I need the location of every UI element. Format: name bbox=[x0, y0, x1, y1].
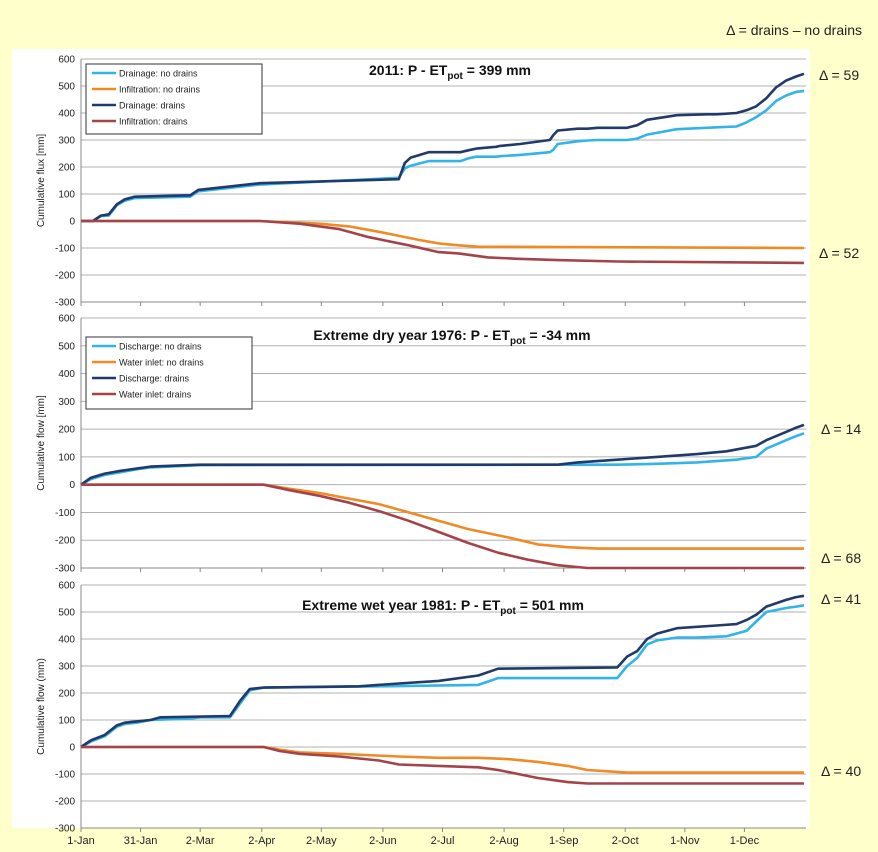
x-tick-label: 1-Jan bbox=[67, 835, 95, 847]
y-tick-label: 0 bbox=[69, 217, 75, 228]
x-tick-label: 2-May bbox=[306, 835, 337, 847]
y-tick-label: 200 bbox=[58, 163, 75, 174]
chart-title: Extreme wet year 1981: P - ETpot = 501 m… bbox=[302, 597, 584, 617]
x-tick-label: 31-Jan bbox=[124, 835, 158, 847]
title-subscript: pot bbox=[510, 336, 526, 347]
y-tick-label: -200 bbox=[55, 271, 75, 282]
delta-definition: Δ = drains – no drains bbox=[726, 22, 862, 38]
y-tick-label: 0 bbox=[69, 743, 75, 754]
y-tick-label: 600 bbox=[58, 581, 75, 592]
y-tick-label: 500 bbox=[58, 341, 75, 352]
x-tick-label: 2-Mar bbox=[186, 835, 215, 847]
series-line bbox=[81, 72, 805, 223]
legend-label: Water inlet: drains bbox=[119, 390, 192, 400]
x-tick-label: 1-Dec bbox=[730, 835, 760, 847]
delta-annotation: Δ = 68 bbox=[821, 550, 861, 566]
x-tick-label: 2-Jul bbox=[431, 835, 455, 847]
title-text: 2011: P - ET bbox=[369, 62, 448, 78]
series-line bbox=[81, 219, 805, 265]
legend-box bbox=[85, 63, 263, 135]
title-text: Extreme wet year 1981: P - ET bbox=[302, 597, 501, 613]
title-subscript: pot bbox=[500, 606, 516, 617]
x-tick-label: 2-Apr bbox=[248, 835, 275, 847]
charts-group: 600 500 400 300 200 100 0 -100 -200 -300 Cumulativ… bbox=[36, 55, 861, 848]
delta-annotation: Δ = 41 bbox=[821, 591, 861, 607]
delta-annotation: Δ = 59 bbox=[819, 67, 859, 83]
series-line bbox=[81, 483, 804, 570]
series-line bbox=[81, 745, 804, 785]
title-text: = 399 mm bbox=[463, 62, 531, 78]
chart-title: 2011: P - ETpot = 399 mm bbox=[369, 62, 531, 82]
x-tick-label: 2-Aug bbox=[489, 835, 518, 847]
y-tick-label: -100 bbox=[55, 244, 75, 255]
title-text: = 501 mm bbox=[516, 597, 584, 613]
x-tick-label: 1-Nov bbox=[670, 835, 700, 847]
y-tick-label: -100 bbox=[55, 770, 75, 781]
x-tick-labels: 1-Jan 31-Jan 2-Mar 2-Apr 2-May 2-Jun 2-Jul 2-Au… bbox=[67, 835, 759, 847]
y-tick-label: -300 bbox=[55, 564, 75, 575]
series-line bbox=[81, 219, 805, 250]
title-text: Extreme dry year 1976: P - ET bbox=[313, 327, 510, 343]
y-tick-label: 100 bbox=[58, 190, 75, 201]
y-tick-label: 300 bbox=[58, 136, 75, 147]
legend-label: Infiltration: drains bbox=[119, 117, 188, 127]
series-line bbox=[81, 745, 804, 774]
y-tick-label: 100 bbox=[58, 452, 75, 463]
y-tick-label: 400 bbox=[58, 109, 75, 120]
x-tick-label: 2-Jun bbox=[369, 835, 397, 847]
y-tick-label: 200 bbox=[58, 689, 75, 700]
series-line bbox=[81, 483, 804, 550]
y-tick-label: -300 bbox=[55, 824, 75, 835]
x-tick-label: 1-Sep bbox=[549, 835, 578, 847]
x-tick-label: 2-Oct bbox=[612, 835, 639, 847]
y-tick-label: 600 bbox=[58, 55, 75, 66]
legend-label: Discharge: no drains bbox=[119, 342, 202, 352]
chart-panel bbox=[12, 49, 810, 828]
y-tick-label: 200 bbox=[58, 425, 75, 436]
chart-2: 600 500 400 300 200 100 0 -100 -200 -300 Cumulativ… bbox=[36, 314, 861, 575]
delta-annotation: Δ = 40 bbox=[821, 763, 861, 779]
y-tick-label: -200 bbox=[55, 797, 75, 808]
series-line bbox=[81, 89, 805, 223]
delta-annotation: Δ = 14 bbox=[821, 421, 861, 437]
legend-box bbox=[85, 336, 253, 410]
y-tick-label: 600 bbox=[58, 314, 75, 325]
title-text: = -34 mm bbox=[526, 327, 591, 343]
series-line bbox=[80, 423, 805, 486]
y-tick-label: -200 bbox=[55, 536, 75, 547]
series-line bbox=[80, 432, 805, 486]
legend-label: Water inlet: no drains bbox=[119, 358, 204, 368]
y-tick-label: -100 bbox=[55, 508, 75, 519]
chart-3: 600 500 400 300 200 100 0 -100 -200 -300 Cumulativ… bbox=[36, 581, 861, 835]
y-tick-label: 500 bbox=[58, 82, 75, 93]
y-axis-label: Cumulative flow (mm) bbox=[36, 658, 47, 755]
y-tick-label: 500 bbox=[58, 608, 75, 619]
y-tick-label: -300 bbox=[55, 298, 75, 309]
legend-label: Discharge: drains bbox=[119, 374, 190, 384]
legend-label: Drainage: drains bbox=[119, 101, 186, 111]
title-subscript: pot bbox=[447, 71, 463, 82]
legend-label: Drainage: no drains bbox=[119, 69, 198, 79]
delta-annotation: Δ = 52 bbox=[819, 245, 859, 261]
y-tick-label: 400 bbox=[58, 369, 75, 380]
y-tick-label: 0 bbox=[69, 480, 75, 491]
chart-title: Extreme dry year 1976: P - ETpot = -34 m… bbox=[313, 327, 590, 347]
y-tick-label: 400 bbox=[58, 635, 75, 646]
series-line bbox=[80, 594, 805, 749]
y-tick-label: 300 bbox=[58, 662, 75, 673]
y-tick-label: 100 bbox=[58, 716, 75, 727]
y-axis-label: Cumulative flow [mm] bbox=[36, 395, 47, 491]
chart-1: 600 500 400 300 200 100 0 -100 -200 -300 Cumulativ… bbox=[36, 55, 859, 309]
y-tick-label: 300 bbox=[58, 397, 75, 408]
y-axis-label: Cumulative flux [mm] bbox=[36, 134, 47, 228]
legend-label: Infiltration: no drains bbox=[119, 85, 201, 95]
